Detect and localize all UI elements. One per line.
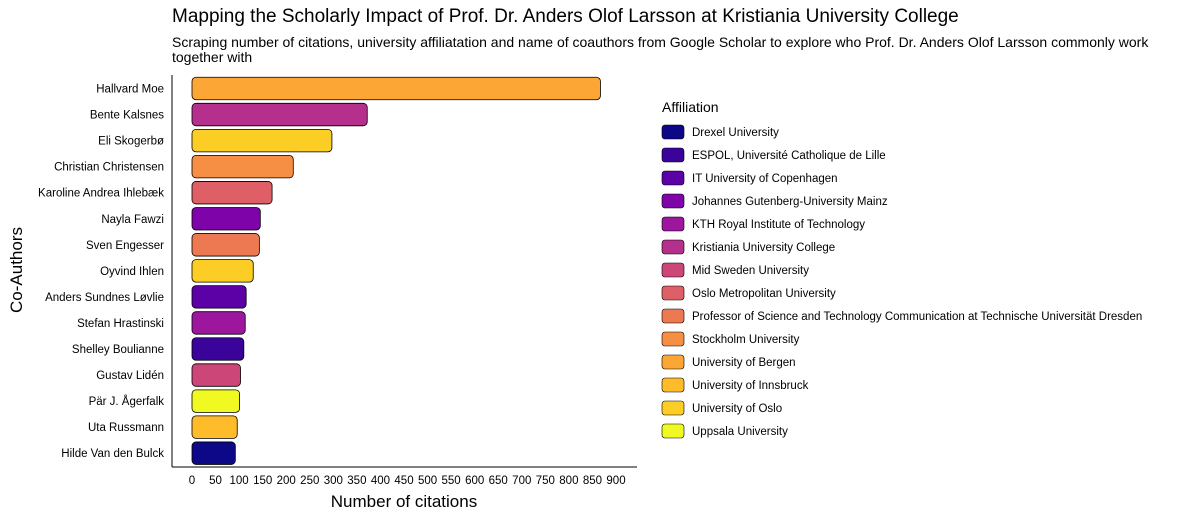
- y-tick-label: Sven Engesser: [86, 240, 164, 252]
- legend-item-label: University of Oslo: [692, 403, 782, 415]
- y-tick-label: Karoline Andrea Ihlebæk: [38, 188, 164, 200]
- x-tick-label: 150: [253, 475, 272, 487]
- legend-item-label: Kristiania University College: [692, 242, 835, 254]
- bar: [191, 181, 273, 205]
- x-tick-label: 400: [371, 475, 390, 487]
- x-tick-label: 350: [347, 475, 366, 487]
- y-tick-label: Hallvard Moe: [96, 84, 164, 96]
- y-tick-label: Nayla Fawzi: [101, 214, 164, 226]
- legend-item-label: Uppsala University: [692, 426, 788, 438]
- legend-swatch: [661, 124, 685, 140]
- legend-item-label: University of Innsbruck: [692, 380, 809, 392]
- bars-layer: [191, 76, 601, 465]
- legend-swatch: [661, 308, 685, 324]
- legend-item-label: Professor of Science and Technology Comm…: [692, 311, 1142, 323]
- x-tick-label: 250: [300, 475, 319, 487]
- y-tick-label: Gustav Lidén: [96, 370, 164, 382]
- legend-item-label: Johannes Gutenberg-University Mainz: [692, 196, 888, 208]
- legend-swatch: [661, 423, 685, 439]
- y-tick-label: Oyvind Ihlen: [100, 266, 164, 278]
- bar: [191, 389, 240, 413]
- y-tick-label: Eli Skogerbø: [98, 136, 164, 148]
- legend-swatch: [661, 377, 685, 393]
- legend-item-label: Mid Sweden University: [692, 265, 809, 277]
- bar: [191, 441, 236, 465]
- legend-swatch: [661, 147, 685, 163]
- y-tick-label: Hilde Van den Bulck: [61, 448, 164, 460]
- x-tick-label: 0: [189, 475, 195, 487]
- y-tick-label: Bente Kalsnes: [90, 110, 164, 122]
- legend-swatch: [661, 354, 685, 370]
- legend-item-label: Drexel University: [692, 127, 779, 139]
- bar: [191, 76, 601, 101]
- bar: [191, 337, 245, 361]
- legend-swatch: [661, 216, 685, 232]
- x-tick-label: 550: [442, 475, 461, 487]
- bar: [191, 233, 260, 257]
- y-tick-label: Uta Russmann: [88, 422, 164, 434]
- bar: [191, 311, 246, 335]
- chart-title: Mapping the Scholarly Impact of Prof. Dr…: [172, 6, 959, 27]
- bar: [191, 128, 333, 153]
- legend-swatch: [661, 239, 685, 255]
- legend-swatch: [661, 285, 685, 301]
- y-tick-label: Pär J. Ågerfalk: [89, 395, 165, 408]
- bar: [191, 285, 247, 309]
- x-tick-label: 300: [324, 475, 343, 487]
- x-tick-label: 900: [606, 475, 625, 487]
- x-tick-label: 100: [230, 475, 249, 487]
- x-tick-label: 50: [209, 475, 222, 487]
- legend-item-label: Stockholm University: [692, 334, 800, 346]
- bar: [191, 363, 241, 387]
- y-axis-title: Co-Authors: [7, 227, 26, 313]
- y-tick-label: Christian Christensen: [54, 162, 164, 174]
- x-tick-label: 700: [512, 475, 531, 487]
- x-tick-label: 650: [489, 475, 508, 487]
- legend-item-label: KTH Royal Institute of Technology: [692, 219, 865, 231]
- bar: [191, 207, 261, 231]
- legend-item-label: ESPOL, Université Catholique de Lille: [692, 150, 886, 162]
- legend-item-label: University of Bergen: [692, 357, 796, 369]
- x-axis-title: Number of citations: [331, 492, 477, 511]
- x-tick-label: 850: [583, 475, 602, 487]
- legend-swatch: [661, 400, 685, 416]
- x-tick-label: 600: [465, 475, 484, 487]
- y-tick-label: Stefan Hrastinski: [77, 318, 164, 330]
- legend-swatch: [661, 262, 685, 278]
- x-tick-label: 450: [394, 475, 413, 487]
- legend: Drexel University ESPOL, Université Catho…: [661, 124, 1142, 439]
- x-tick-label: 800: [559, 475, 578, 487]
- legend-swatch: [661, 170, 685, 186]
- legend-title: Affiliation: [662, 99, 719, 115]
- y-tick-labels: Hallvard Moe Bente Kalsnes Eli Skogerbø Chr…: [38, 84, 164, 461]
- bar: [191, 102, 368, 127]
- bar: [191, 259, 254, 283]
- legend-swatch: [661, 193, 685, 209]
- x-tick-label: 750: [536, 475, 555, 487]
- chart-subtitle: Scraping number of citations, university…: [172, 34, 1149, 65]
- bar: [191, 415, 238, 439]
- x-tick-labels: 0 50 100 150 200 250 300 350 400 450 500 550 600 650 7…: [189, 475, 626, 487]
- y-tick-label: Anders Sundnes Løvlie: [45, 292, 164, 304]
- legend-swatch: [661, 331, 685, 347]
- legend-item-label: IT University of Copenhagen: [692, 173, 838, 185]
- y-tick-label: Shelley Boulianne: [72, 344, 164, 356]
- bar: [191, 154, 294, 179]
- x-tick-label: 500: [418, 475, 437, 487]
- x-tick-label: 200: [277, 475, 296, 487]
- legend-item-label: Oslo Metropolitan University: [692, 288, 836, 300]
